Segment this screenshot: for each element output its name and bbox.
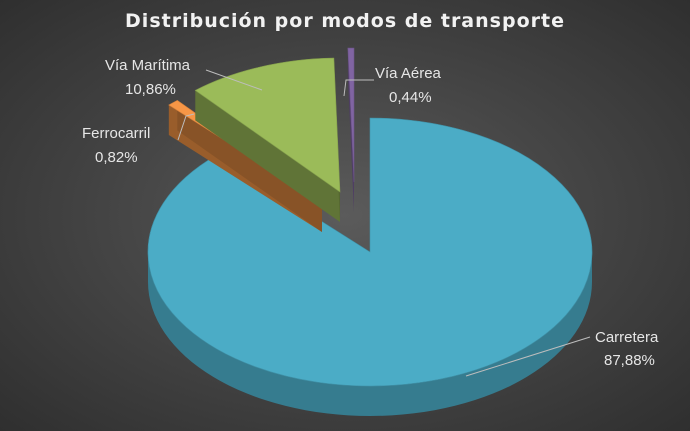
leader-line-carretera: [465, 336, 591, 377]
slice-value-carretera: 87,88%: [604, 352, 655, 369]
leader-line-via-maritima: [205, 69, 263, 91]
slice-value-via-aerea: 0,44%: [389, 89, 432, 106]
slice-top-via-aerea: [347, 47, 355, 183]
slice-top-via-maritima: [194, 57, 341, 193]
slice-value-ferrocarril: 0,82%: [95, 149, 138, 166]
leader-line-ferrocarril: [177, 113, 195, 141]
slice-cut-via-aerea: [347, 48, 354, 212]
pie-slice-via-aerea: [347, 47, 355, 212]
chart-title: Distribución por modos de transporte: [125, 10, 565, 32]
slice-label-via-maritima: Vía Marítima: [105, 57, 191, 74]
leader-line-via-aerea: [343, 79, 374, 97]
slice-label-carretera: Carretera: [595, 329, 659, 346]
slice-label-via-aerea: Vía Aérea: [375, 65, 442, 82]
slice-cut-via-maritima: [195, 90, 340, 222]
slice-label-ferrocarril: Ferrocarril: [82, 125, 150, 142]
slice-value-via-maritima: 10,86%: [125, 81, 176, 98]
pie-slice-via-maritima: [194, 57, 341, 222]
slice-side-carretera: [148, 252, 592, 416]
